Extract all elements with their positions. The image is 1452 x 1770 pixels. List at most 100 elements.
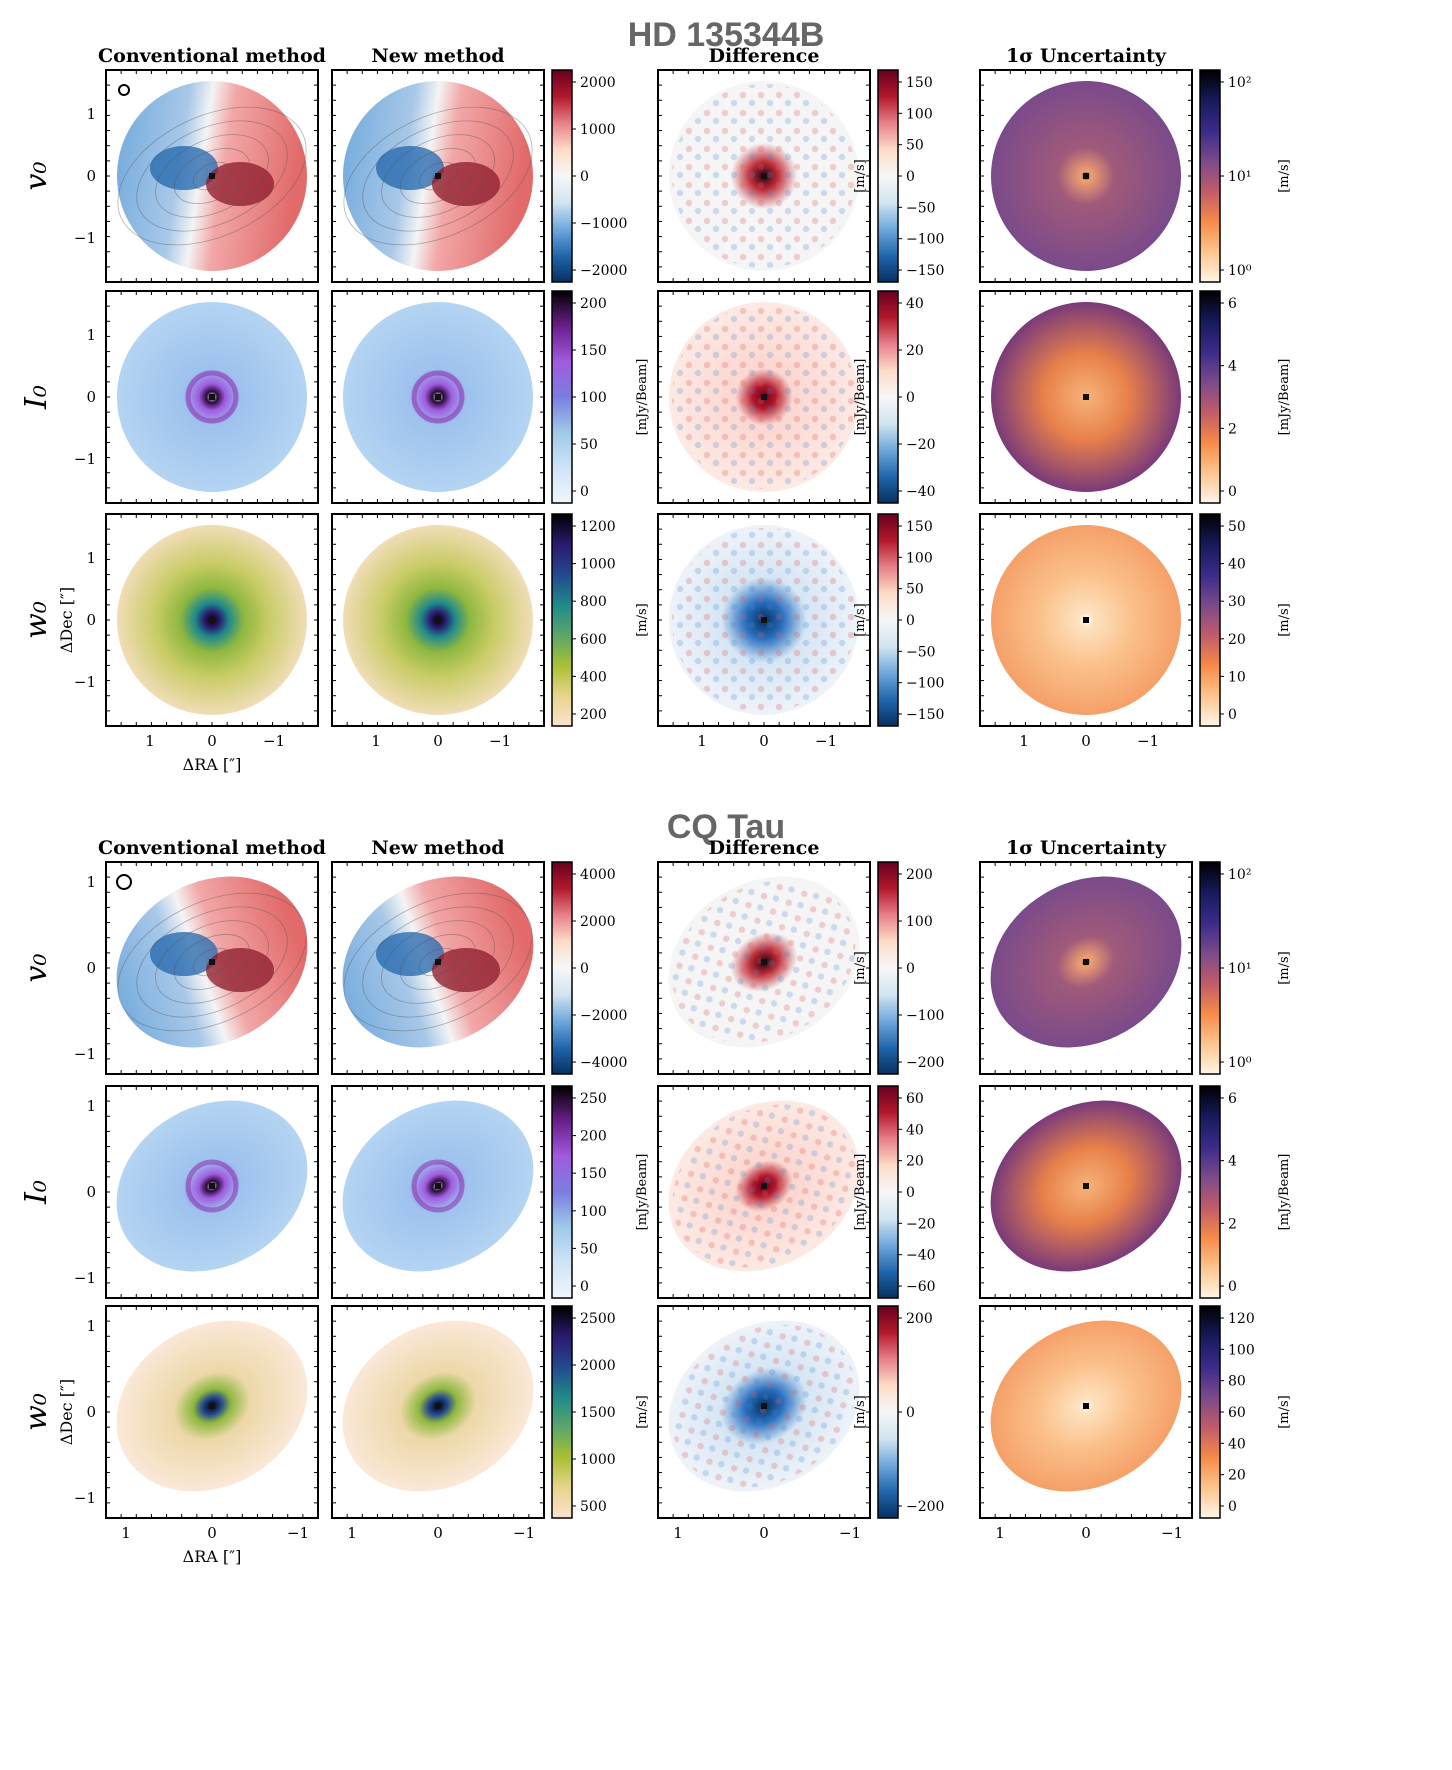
colorbar-tick-label: 40	[1228, 1436, 1246, 1452]
colorbar-tick-label: 200	[906, 867, 933, 883]
star-pixel	[761, 173, 767, 179]
colorbar-unit: [m/s]	[853, 1395, 868, 1429]
colorbar-tick-label: 1500	[580, 1405, 616, 1421]
colorbar-tick-label: 150	[580, 1166, 607, 1182]
blueshift-lobe	[376, 932, 444, 976]
colorbar-tick-label: 0	[906, 169, 915, 185]
star-pixel	[435, 1183, 441, 1189]
colorbar-tick-label: 100	[906, 550, 933, 566]
star-pixel	[209, 173, 215, 179]
star-pixel	[209, 1183, 215, 1189]
colorbar-tick-label: 0	[906, 1405, 915, 1421]
row-label: I₀	[19, 385, 54, 410]
map-panel	[979, 1085, 1193, 1299]
colorbar-tick-label: 20	[1228, 632, 1246, 648]
colorbar-tick-label: 400	[580, 669, 607, 685]
star-pixel	[209, 1403, 215, 1409]
colorbar: 10² 10¹ 10⁰ [m/s]	[1199, 861, 1292, 1075]
star-pixel	[209, 394, 215, 400]
x-tick-label: 1	[1019, 732, 1029, 750]
map-panel: 1 0 −1	[657, 513, 871, 750]
inner-ring	[185, 370, 239, 424]
colorbar-tick-label: 1000	[580, 1452, 616, 1468]
colorbar-tick-label: 200	[906, 1311, 933, 1327]
colorbar-tick-label: −100	[906, 676, 944, 692]
colorbar-tick-label: 600	[580, 632, 607, 648]
beam-marker	[116, 874, 132, 890]
map-panel: 1 0 −1	[979, 513, 1193, 750]
y-tick-label: 1	[86, 549, 96, 567]
star-pixel	[435, 394, 441, 400]
colorbar-tick-label: 10⁰	[1228, 263, 1252, 279]
colorbar-tick-label: −4000	[580, 1055, 627, 1071]
colorbar-tick-label: 80	[1228, 1374, 1246, 1390]
y-tick-label: 0	[86, 1403, 96, 1421]
colorbar-unit: [m/s]	[635, 1395, 650, 1429]
map-panel: 1 0 −1	[331, 513, 545, 750]
y-tick-label: 1	[86, 105, 96, 123]
colorbar-gradient	[551, 513, 573, 727]
map-panel	[657, 861, 871, 1075]
colorbar: 2000 1000 0 −1000 −2000	[551, 69, 627, 283]
map-panel: 1 0 −1	[74, 290, 319, 504]
isovelocity-contour	[399, 148, 477, 204]
row-0: v₀ 1 0 −1 4000 2000 0 −2000 −4000 200 100 0 −100 −200…	[19, 861, 1292, 1075]
map-panel: 1 0 −1	[74, 1085, 319, 1299]
isovelocity-contour	[173, 148, 251, 204]
colorbar-tick-label: 2	[1228, 421, 1237, 437]
map-panel	[979, 69, 1193, 283]
y-tick-label: 0	[86, 167, 96, 185]
colorbar-tick-label: 4	[1228, 1154, 1237, 1170]
colorbar-tick-label: 2000	[580, 914, 616, 930]
map-panel: 1 0 −1 ΔDec [″] 1 0 −1 ΔRA [″]	[57, 513, 319, 774]
isovelocity-contour	[343, 106, 533, 246]
colorbar-tick-label: −100	[906, 232, 944, 248]
colorbar-tick-label: 1200	[580, 519, 616, 535]
colorbar-unit: [m/s]	[1277, 1395, 1292, 1429]
star-pixel	[1083, 959, 1089, 965]
map-panel	[979, 861, 1193, 1075]
colorbar-unit: [m/s]	[1277, 951, 1292, 985]
colorbar-tick-label: 2500	[580, 1311, 616, 1327]
map-panel	[331, 861, 545, 1075]
colorbar-tick-label: 800	[580, 594, 607, 610]
colorbar-gradient	[1199, 1085, 1221, 1299]
colorbar-tick-label: 60	[906, 1091, 924, 1107]
isovelocity-contour	[117, 892, 307, 1032]
colorbar-gradient	[877, 1305, 899, 1519]
colorbar-tick-label: 40	[906, 296, 924, 312]
colorbar: 1200 1000 800 600 400 200 [m/s]	[551, 513, 650, 727]
isovelocity-contour	[155, 134, 269, 218]
colorbar-tick-label: −40	[906, 1248, 936, 1264]
colorbar-unit: [m/s]	[853, 159, 868, 193]
colorbar-tick-label: 200	[580, 707, 607, 723]
x-tick-label: −1	[287, 1524, 309, 1542]
colorbar-tick-label: 2	[1228, 1216, 1237, 1232]
colorbar-tick-label: 4	[1228, 359, 1237, 375]
colorbar-tick-label: 50	[580, 437, 598, 453]
colorbar: 10² 10¹ 10⁰ [m/s]	[1199, 69, 1292, 283]
colorbar-tick-label: 100	[580, 1204, 607, 1220]
inner-ring	[185, 1159, 239, 1213]
colorbar-tick-label: 10²	[1228, 867, 1251, 883]
colorbar-tick-label: −50	[906, 200, 936, 216]
colorbar-tick-label: 2000	[580, 75, 616, 91]
colorbar-unit: [m/s]	[1277, 603, 1292, 637]
y-tick-label: 0	[86, 959, 96, 977]
colorbar-gradient	[551, 1305, 573, 1519]
star-pixel	[761, 617, 767, 623]
isovelocity-contour	[192, 947, 232, 977]
section-title: CQ Tau	[667, 808, 785, 846]
isovelocity-contour	[381, 920, 495, 1004]
x-tick-label: 1	[145, 732, 155, 750]
colorbar-tick-label: −1000	[580, 216, 627, 232]
row-label: v₀	[19, 954, 54, 983]
y-tick-label: −1	[74, 1269, 96, 1287]
map-panel	[657, 1085, 871, 1299]
colorbar-unit: [m/s]	[1277, 159, 1292, 193]
colorbar-tick-label: 50	[1228, 519, 1246, 535]
x-tick-label: −1	[1161, 1524, 1183, 1542]
star-pixel	[1083, 617, 1089, 623]
map-panel: 1 0 −1	[331, 1305, 545, 1542]
